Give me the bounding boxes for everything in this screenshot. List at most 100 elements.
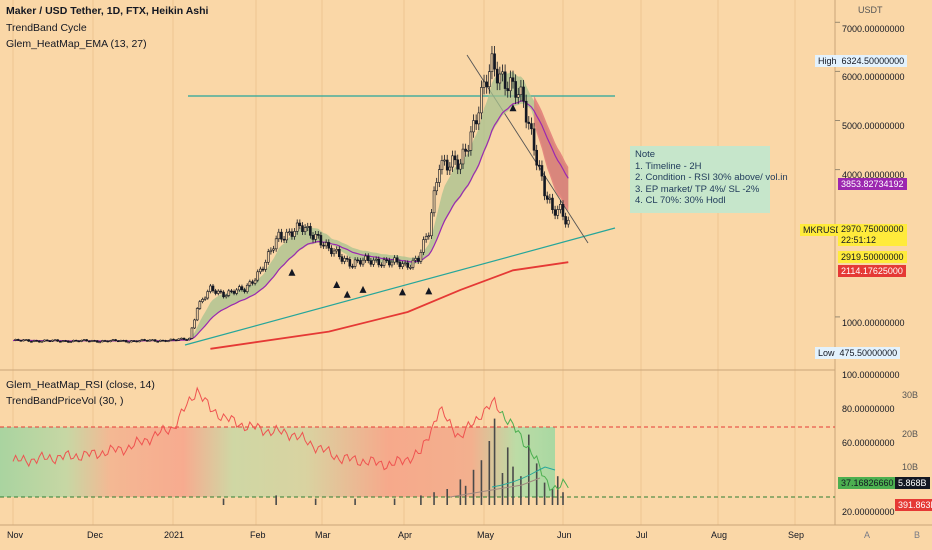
candle-body	[327, 242, 331, 249]
log-scale-button[interactable]: B	[914, 530, 921, 540]
volume-bar	[556, 476, 559, 505]
volume-bar	[480, 460, 483, 505]
indicator-legend-pricevol[interactable]: TrendBandPriceVol (30, )	[6, 395, 124, 407]
note-line-4: 4. CL 70%: 30% Hodl	[635, 195, 726, 206]
candle-body	[488, 71, 491, 88]
time-label-jun: Jun	[557, 530, 572, 540]
candle-body	[340, 256, 344, 262]
volume-bar	[222, 498, 225, 505]
candle-body	[538, 164, 541, 167]
candle-body	[24, 339, 28, 341]
candle-body	[135, 340, 138, 343]
price-tick-5000: 5000.00000000	[842, 121, 905, 131]
buy-signal-marker	[398, 288, 406, 296]
volume-bar	[393, 498, 396, 505]
candle-body	[338, 249, 341, 258]
candle-body	[264, 261, 267, 270]
buy-signal-marker	[343, 290, 351, 298]
volume-bar	[446, 489, 449, 505]
candle-body	[90, 340, 94, 342]
candle-body	[248, 281, 252, 286]
rsi-tick-80: 80.00000000	[842, 404, 895, 414]
last-price: 2970.75000000	[841, 224, 904, 234]
candle-body	[559, 204, 562, 210]
candle-body	[111, 339, 115, 341]
candle-body	[22, 339, 25, 342]
candle-body	[451, 155, 454, 168]
rsi-line-overbought	[12, 386, 501, 471]
candle-body	[106, 340, 110, 343]
candle-body	[245, 284, 249, 292]
vol-tick-10b: 10B	[902, 462, 919, 472]
candle-body	[395, 257, 399, 263]
candle-body	[61, 340, 65, 342]
vol-value-tag-1: 5.868B	[895, 477, 930, 489]
auto-scale-button[interactable]: A	[864, 530, 871, 540]
candle-body	[295, 222, 299, 232]
candle-body	[469, 131, 473, 151]
candle-body	[330, 247, 333, 255]
candle-body	[38, 340, 41, 343]
candle-body	[161, 339, 165, 342]
candle-body	[169, 338, 173, 341]
candle-body	[356, 259, 360, 262]
candle-body	[232, 291, 236, 294]
candle-body	[288, 231, 291, 234]
candle-body	[48, 340, 52, 343]
candle-body	[93, 340, 96, 342]
candle-body	[122, 340, 125, 342]
note-box[interactable]: Note 1. Timeline - 2H 2. Condition - RSI…	[630, 146, 788, 213]
candle-body	[503, 71, 507, 89]
candle-body	[182, 337, 186, 340]
candle-body	[548, 197, 552, 200]
candle-body	[53, 339, 57, 342]
candle-body	[485, 81, 488, 88]
indicator-legend-heatmap-rsi[interactable]: Glem_HeatMap_RSI (close, 14)	[6, 379, 155, 391]
trend-band	[184, 71, 569, 341]
time-label-sep: Sep	[788, 530, 805, 540]
candle-body	[369, 260, 373, 265]
volume-bar	[420, 495, 422, 505]
indicator-legend-heatmap-ema[interactable]: Glem_HeatMap_EMA (13, 27)	[6, 38, 147, 50]
candle-body	[211, 285, 215, 292]
candle-body	[319, 235, 323, 246]
vertical-grid	[12, 0, 796, 525]
candle-body	[472, 120, 475, 133]
candle-body	[153, 339, 157, 342]
high-value: 6324.50000000	[841, 56, 905, 66]
volume-bar	[493, 418, 496, 505]
candle-body	[448, 166, 452, 171]
candle-body	[148, 339, 152, 342]
candle-body	[377, 258, 381, 266]
volume-average-line	[491, 466, 556, 488]
volume-trend-line	[449, 477, 541, 498]
buy-signal-marker	[359, 285, 367, 293]
volume-bar	[501, 473, 504, 505]
candle-body	[393, 257, 396, 263]
candle-body	[495, 68, 499, 84]
volume-bar	[433, 492, 435, 505]
candle-body	[322, 244, 325, 247]
time-label-mar: Mar	[315, 530, 331, 540]
rsi-tick-20: 20.00000000	[842, 507, 895, 517]
indicator-legend-trendband[interactable]: TrendBand Cycle	[6, 22, 87, 34]
candle-body	[514, 81, 517, 98]
ema-value-tag: 3853.82734192	[838, 178, 907, 190]
candle-body	[119, 340, 123, 342]
candle-body	[456, 159, 460, 170]
volume-bar	[543, 482, 546, 505]
candle-body	[474, 120, 478, 125]
candle-body	[311, 235, 315, 240]
candle-body	[332, 250, 336, 255]
buy-signal-marker	[425, 287, 433, 295]
candle-body	[390, 261, 394, 266]
price-tick-1000: 1000.00000000	[842, 318, 905, 328]
support-trendline[interactable]	[184, 227, 616, 346]
volume-bar	[520, 476, 522, 505]
candle-body	[498, 73, 502, 84]
volume-bar	[472, 469, 475, 505]
candle-body	[177, 338, 181, 341]
rsi-value-tag: 37.16826660	[838, 477, 897, 489]
candle-body	[419, 252, 423, 262]
